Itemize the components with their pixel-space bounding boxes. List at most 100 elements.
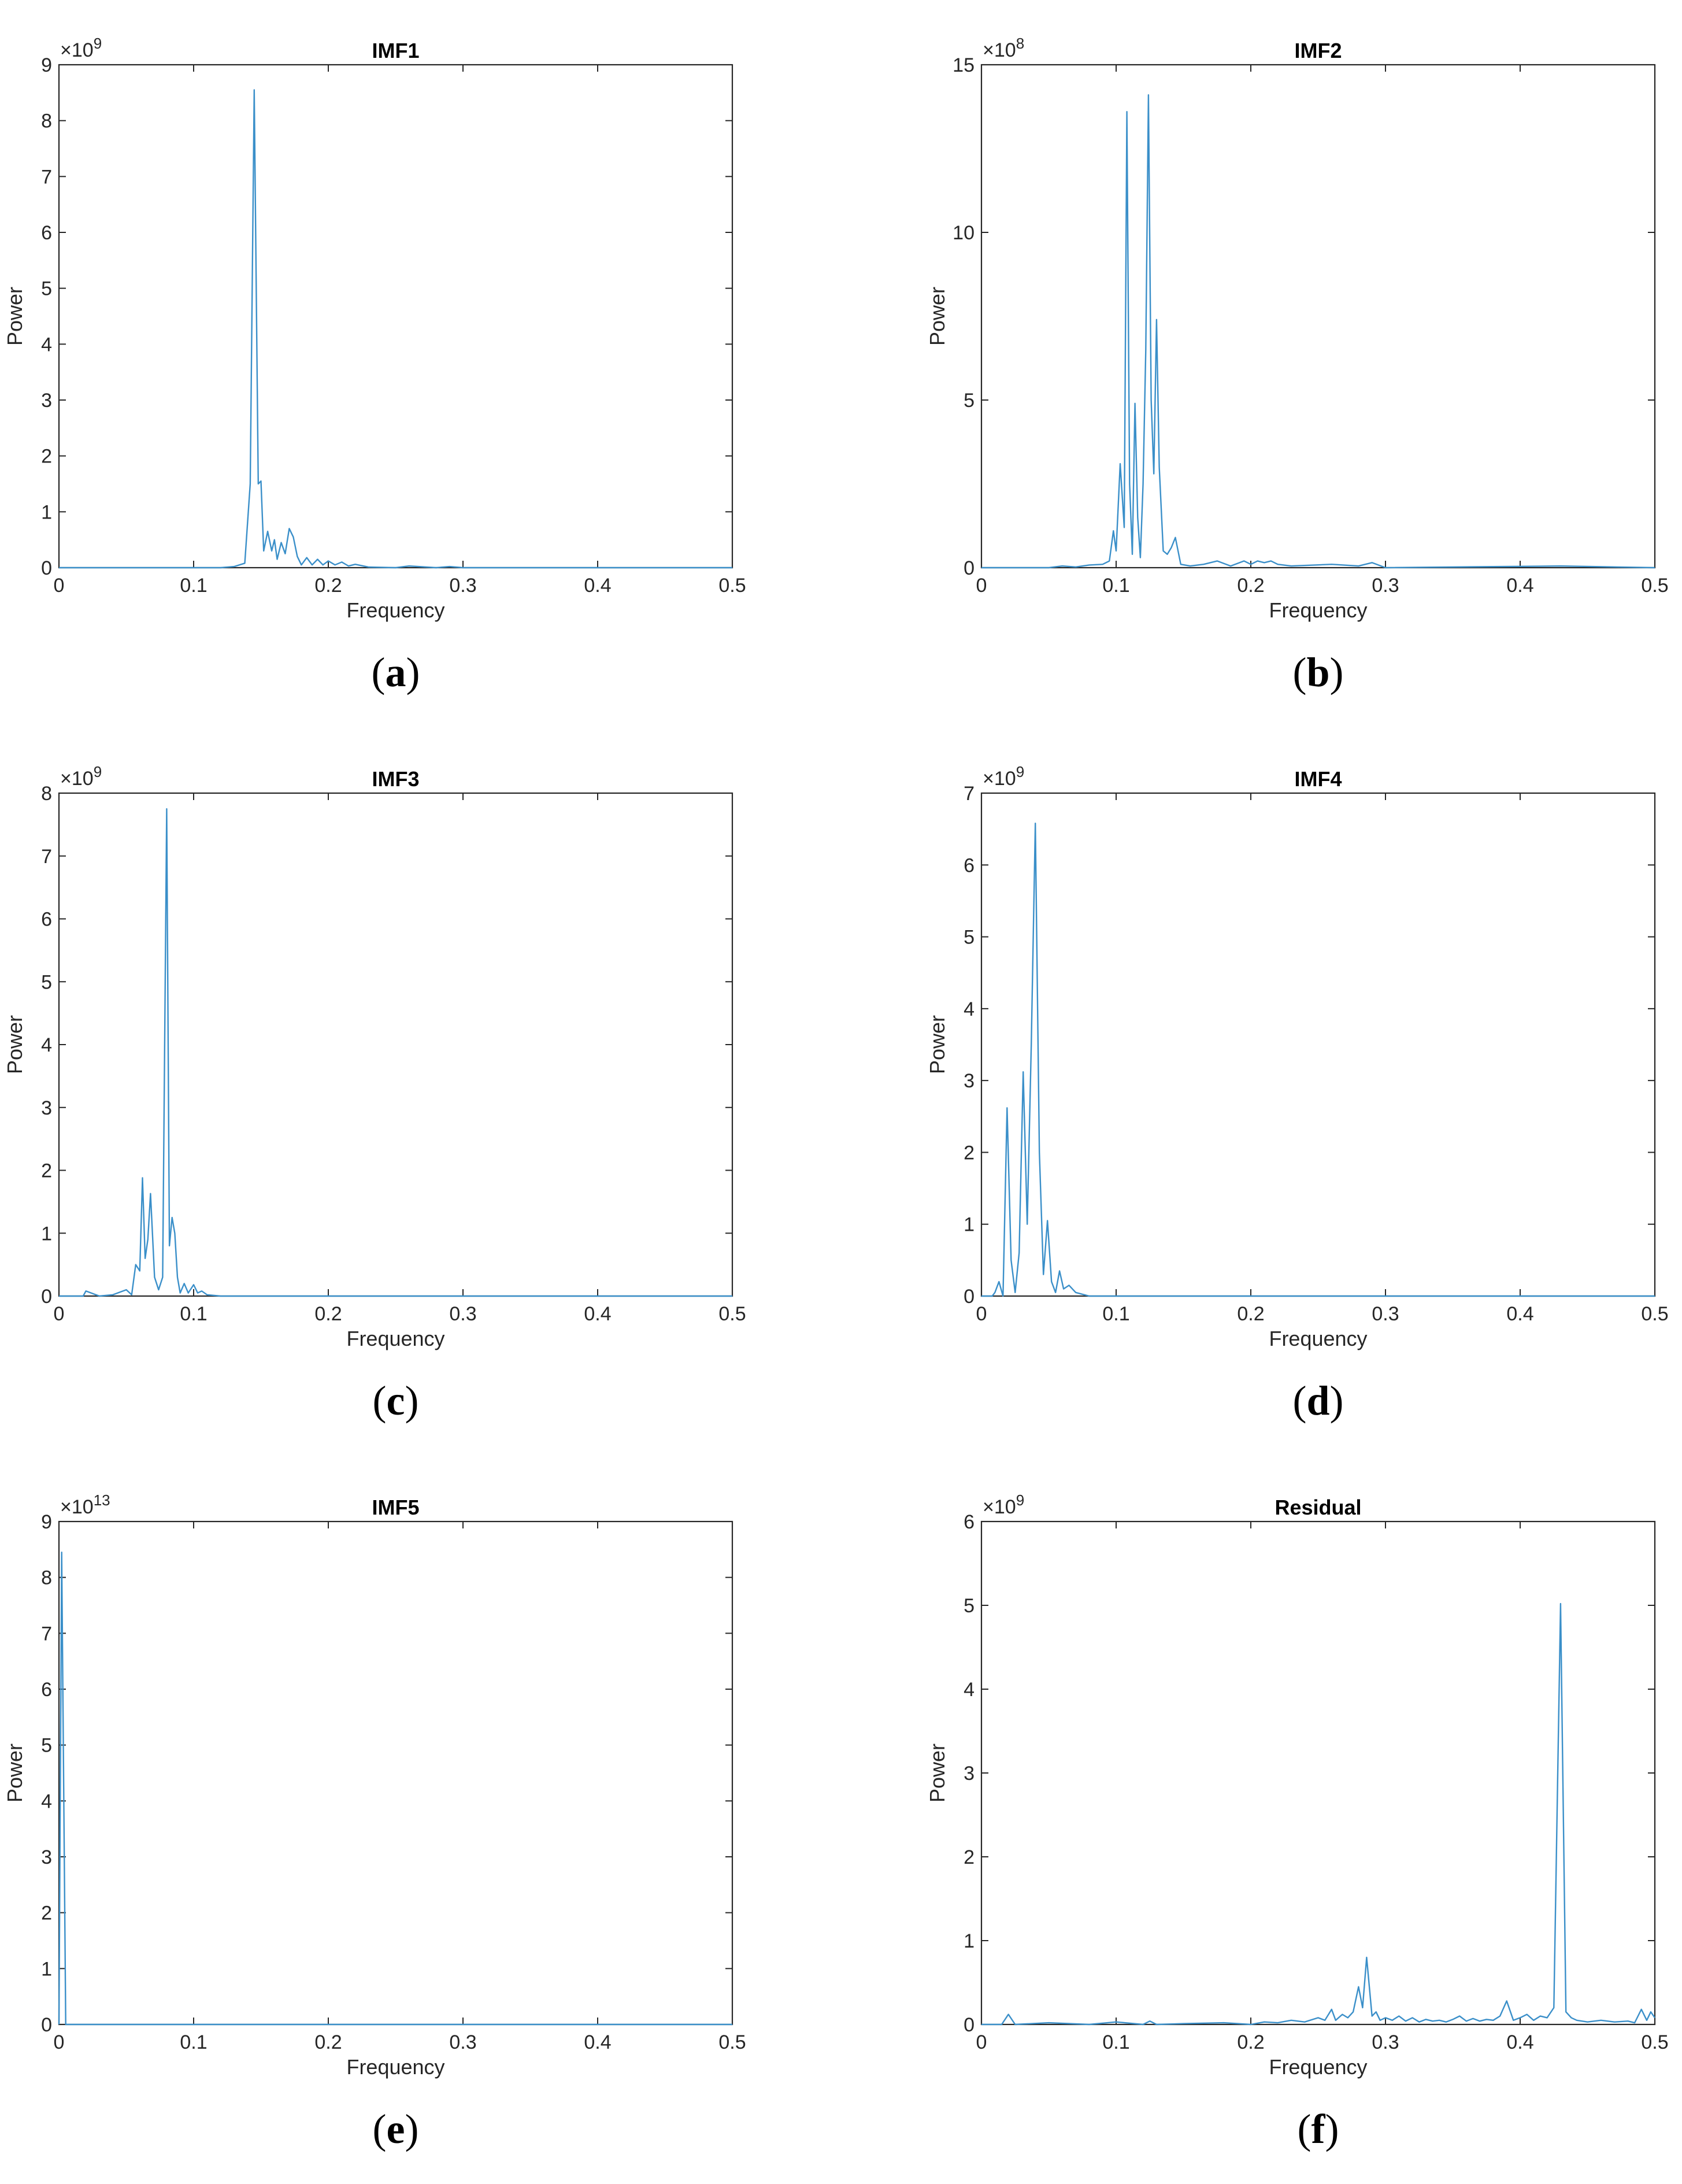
exponent-label: ×1013 xyxy=(60,1491,110,1518)
x-tick-label: 0.4 xyxy=(584,1303,611,1325)
y-tick-label: 4 xyxy=(964,1679,975,1701)
y-tick-label: 8 xyxy=(41,110,52,132)
x-axis-label: Frequency xyxy=(346,598,444,622)
exponent-label: ×109 xyxy=(983,763,1024,790)
x-tick-label: 0.4 xyxy=(1506,1303,1533,1325)
series-line xyxy=(981,822,1655,1297)
y-tick-label: 7 xyxy=(41,1623,52,1645)
panel-sublabel: (f) xyxy=(1298,2106,1339,2152)
chart-title: IMF4 xyxy=(1294,767,1342,791)
panel-c: 0 0.1 0.2 0.3 0.4 0.5 0 1 2 3 4 5 6 7 8 ×109 IMF3 Frequen… xyxy=(3,763,746,1424)
y-tick-label: 6 xyxy=(964,1511,975,1533)
y-tick-label: 8 xyxy=(41,1567,52,1589)
chart-title: IMF2 xyxy=(1294,39,1342,62)
y-tick-label: 6 xyxy=(964,854,975,876)
y-tick-label: 0 xyxy=(41,1286,52,1308)
x-axis-label: Frequency xyxy=(346,1327,444,1350)
y-tick-label: 4 xyxy=(41,1790,52,1812)
series-line xyxy=(58,1551,732,2026)
x-tick-label: 0.1 xyxy=(1102,2031,1129,2053)
y-tick-label: 0 xyxy=(964,1286,975,1308)
x-tick-label: 0.1 xyxy=(1102,575,1129,597)
series-line xyxy=(59,89,732,569)
y-tick-label: 0 xyxy=(41,557,52,579)
x-tick-label: 0.5 xyxy=(1641,575,1668,597)
panel-f: 0 0.1 0.2 0.3 0.4 0.5 0 1 2 3 4 5 6 ×109 Residual Frequ… xyxy=(925,1491,1669,2152)
y-tick-label: 2 xyxy=(41,1902,52,1924)
y-tick-label: 2 xyxy=(41,1160,52,1182)
y-tick-label: 3 xyxy=(41,1846,52,1868)
y-tick-label: 6 xyxy=(41,222,52,244)
x-tick-label: 0.2 xyxy=(314,575,342,597)
x-tick-label: 0.3 xyxy=(449,1303,476,1325)
y-tick-label: 3 xyxy=(964,1070,975,1092)
x-axis-label: Frequency xyxy=(1269,1327,1367,1350)
x-tick-label: 0.5 xyxy=(718,575,746,597)
y-axis-label: Power xyxy=(925,287,949,346)
y-tick-label: 10 xyxy=(953,222,975,244)
x-tick-label: 0.1 xyxy=(180,2031,207,2053)
y-axis-label: Power xyxy=(3,1015,27,1074)
plot-area xyxy=(980,1520,1656,2026)
y-tick-label: 9 xyxy=(41,1511,52,1533)
x-tick-label: 0.3 xyxy=(1372,1303,1399,1325)
y-tick-label: 5 xyxy=(41,971,52,993)
x-tick-label: 0.3 xyxy=(1372,575,1399,597)
exponent-label: ×108 xyxy=(983,35,1024,61)
x-tick-label: 0.5 xyxy=(718,2031,746,2053)
y-tick-label: 1 xyxy=(41,501,52,523)
panel-sublabel: (d) xyxy=(1292,1378,1343,1424)
y-tick-label: 4 xyxy=(41,1034,52,1056)
y-tick-label: 4 xyxy=(41,334,52,356)
plot-area xyxy=(58,1520,733,2026)
plot-area xyxy=(980,64,1656,569)
y-axis-label: Power xyxy=(3,287,27,346)
y-tick-label: 8 xyxy=(41,783,52,805)
x-axis-label: Frequency xyxy=(1269,598,1367,622)
x-tick-label: 0.5 xyxy=(1641,1303,1668,1325)
y-tick-label: 5 xyxy=(964,927,975,949)
x-tick-label: 0.1 xyxy=(180,1303,207,1325)
x-tick-label: 0 xyxy=(976,2031,987,2053)
x-tick-label: 0.1 xyxy=(1102,1303,1129,1325)
y-tick-label: 0 xyxy=(41,2014,52,2036)
x-tick-label: 0.2 xyxy=(1237,575,1264,597)
y-tick-label: 6 xyxy=(41,1679,52,1701)
y-tick-label: 1 xyxy=(964,1930,975,1952)
y-tick-label: 5 xyxy=(964,1595,975,1617)
exponent-label: ×109 xyxy=(983,1491,1024,1518)
x-tick-label: 0.4 xyxy=(1506,2031,1533,2053)
x-tick-label: 0 xyxy=(54,2031,65,2053)
y-axis-label: Power xyxy=(925,1015,949,1074)
x-tick-label: 0.3 xyxy=(449,2031,476,2053)
y-tick-label: 1 xyxy=(41,1958,52,1980)
x-tick-label: 0.4 xyxy=(1506,575,1533,597)
panel-a: 0 0.1 0.2 0.3 0.4 0.5 0 1 2 3 4 5 6 7 8 9 ×109 IMF1 Freque… xyxy=(3,35,746,695)
y-tick-label: 7 xyxy=(41,166,52,188)
y-tick-label: 15 xyxy=(953,54,975,76)
x-tick-label: 0.3 xyxy=(1372,2031,1399,2053)
exponent-label: ×109 xyxy=(60,35,102,61)
y-tick-label: 4 xyxy=(964,998,975,1020)
x-tick-label: 0.4 xyxy=(584,2031,611,2053)
x-tick-label: 0.2 xyxy=(314,1303,342,1325)
x-tick-label: 0 xyxy=(976,575,987,597)
panel-sublabel: (c) xyxy=(373,1378,419,1424)
plot-area xyxy=(980,792,1656,1297)
x-tick-label: 0.2 xyxy=(314,2031,342,2053)
panel-e: 0 0.1 0.2 0.3 0.4 0.5 0 1 2 3 4 5 6 7 8 9 ×1013 IMF5 Frequ… xyxy=(3,1491,746,2152)
exponent-label: ×109 xyxy=(60,763,102,790)
y-tick-label: 2 xyxy=(41,446,52,468)
y-tick-label: 0 xyxy=(964,2014,975,2036)
plot-area xyxy=(58,792,733,1297)
y-axis-label: Power xyxy=(925,1744,949,1802)
panel-sublabel: (a) xyxy=(372,649,420,695)
chart-title: IMF3 xyxy=(372,767,419,791)
y-tick-label: 0 xyxy=(964,557,975,579)
x-tick-label: 0.4 xyxy=(584,575,611,597)
plot-area xyxy=(58,64,733,569)
x-tick-label: 0 xyxy=(976,1303,987,1325)
x-tick-label: 0.5 xyxy=(718,1303,746,1325)
x-tick-label: 0 xyxy=(54,575,65,597)
